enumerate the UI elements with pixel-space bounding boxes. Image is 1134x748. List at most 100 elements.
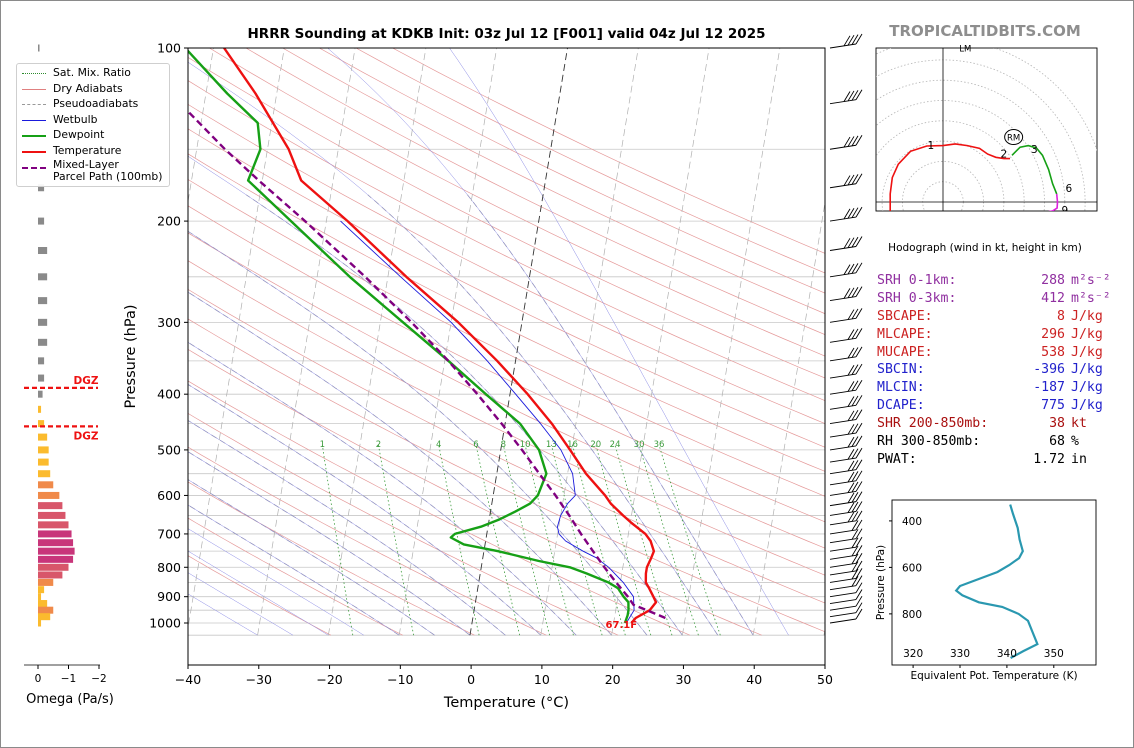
dry-adiabat	[188, 412, 619, 636]
moist-adiabat	[188, 61, 719, 636]
dry-adiabat	[282, 48, 825, 315]
index-value: 775	[1041, 398, 1065, 414]
omega-bar	[38, 357, 45, 365]
legend-swatch	[22, 151, 46, 153]
moist-adiabat	[188, 231, 648, 636]
moist-adiabat	[188, 504, 400, 636]
theta-e-y-tick: 600	[902, 562, 922, 574]
hodograph-height-label: 9	[1061, 205, 1068, 217]
mixing-ratio-line	[524, 444, 574, 636]
omega-bar	[38, 458, 49, 466]
omega-bar	[38, 613, 51, 621]
dry-adiabat	[188, 103, 825, 424]
moist-adiabat	[188, 451, 471, 636]
skewt-axes-frame	[187, 47, 826, 666]
hodograph-height-label: 2	[1001, 148, 1008, 160]
wind-barb	[829, 595, 863, 611]
pseudoadiabat	[188, 383, 542, 636]
mixing-ratio-line	[572, 444, 626, 636]
wind-barb	[829, 447, 863, 463]
wind-barb	[829, 236, 863, 251]
omega-bar	[38, 491, 60, 499]
omega-tick-label: 0	[35, 673, 42, 685]
pseudoadiabat	[188, 419, 506, 636]
x-tick-label: 20	[605, 672, 621, 687]
index-label: SBCAPE:	[877, 308, 933, 324]
wind-barb	[829, 575, 863, 591]
mixing-ratio-line	[595, 444, 652, 636]
moist-adiabat	[188, 528, 364, 636]
dry-adiabat	[188, 260, 825, 576]
hodograph-tick-label: 5	[960, 211, 967, 223]
mixing-ratio-label: 6	[473, 440, 478, 450]
omega-bar	[38, 390, 43, 398]
dry-adiabat	[188, 348, 762, 636]
wind-barb	[829, 553, 863, 568]
mixing-ratio-label: 16	[567, 440, 578, 450]
dry-adiabat	[188, 232, 825, 549]
dry-adiabat	[188, 517, 403, 636]
index-label: MLCIN:	[877, 380, 925, 396]
legend-label: Mixed-Layer Parcel Path (100mb)	[53, 157, 163, 183]
omega-tick-label: −2	[91, 673, 106, 685]
wind-barb	[829, 582, 863, 598]
index-label: SBCIN:	[877, 362, 925, 378]
isotherm	[328, 48, 427, 636]
wind-barb	[829, 328, 863, 343]
mixing-ratio-label: 20	[590, 440, 601, 450]
dry-adiabat	[188, 179, 825, 497]
y-tick-label: 200	[157, 214, 181, 229]
omega-bar	[38, 530, 72, 538]
omega-bar	[38, 481, 54, 489]
legend-swatch	[22, 73, 46, 74]
theta-e-x-tick: 330	[950, 648, 970, 660]
index-row: MUCAPE: 538 J/kg	[877, 344, 1111, 362]
index-row: SBCIN: -396 J/kg	[877, 361, 1111, 379]
index-row: SBCAPE: 8 J/kg	[877, 308, 1111, 326]
omega-axis-label: Omega (Pa/s)	[26, 692, 114, 707]
index-unit: kt	[1071, 416, 1087, 432]
wind-barb	[829, 481, 863, 496]
index-unit: J/kg	[1071, 380, 1103, 396]
y-tick-label: 500	[157, 442, 181, 457]
omega-bar	[38, 539, 74, 547]
y-axis-label: Pressure (hPa)	[123, 304, 139, 408]
index-value: 296	[1041, 326, 1065, 342]
wind-barb	[829, 519, 863, 535]
wind-barb	[829, 470, 863, 486]
chart-legend: Sat. Mix. Ratio Dry Adiabats Pseudoadiabat…	[16, 63, 170, 187]
wind-barb	[829, 560, 863, 576]
omega-bar	[38, 318, 48, 326]
wind-barb	[829, 608, 863, 624]
index-value: 8	[1057, 308, 1065, 324]
index-row: SRH 0-3km: 412 m²s⁻²	[877, 290, 1111, 308]
index-label: SHR 200-850mb:	[877, 416, 989, 432]
index-label: DCAPE:	[877, 398, 925, 414]
moist-adiabat	[449, 48, 789, 636]
wind-barb	[829, 545, 863, 560]
wind-barb	[829, 395, 863, 410]
y-tick-label: 400	[157, 387, 181, 402]
index-value: 412	[1041, 290, 1065, 306]
omega-bar	[38, 297, 48, 305]
dry-adiabat	[188, 80, 825, 401]
hodograph-height-label: 6	[1066, 183, 1073, 195]
dry-adiabat	[188, 446, 547, 636]
hodograph-height-label: 3	[1031, 144, 1038, 156]
mixing-ratio-label: 36	[654, 440, 665, 450]
mixing-ratio-label: 4	[436, 440, 441, 450]
index-unit: m²s⁻²	[1071, 273, 1111, 288]
x-tick-label: −40	[175, 672, 201, 687]
theta-e-y-label: Pressure (hPa)	[875, 545, 887, 620]
index-value: 538	[1041, 344, 1065, 360]
dry-adiabat	[188, 318, 825, 633]
omega-bar	[38, 273, 48, 281]
wind-barb	[829, 422, 863, 438]
isotherm	[611, 48, 710, 636]
omega-bar	[38, 405, 42, 413]
wind-barb	[829, 589, 863, 604]
dry-adiabat	[319, 48, 825, 294]
omega-bar	[38, 600, 48, 608]
wind-barb	[829, 459, 863, 475]
wind-barb	[829, 346, 863, 362]
